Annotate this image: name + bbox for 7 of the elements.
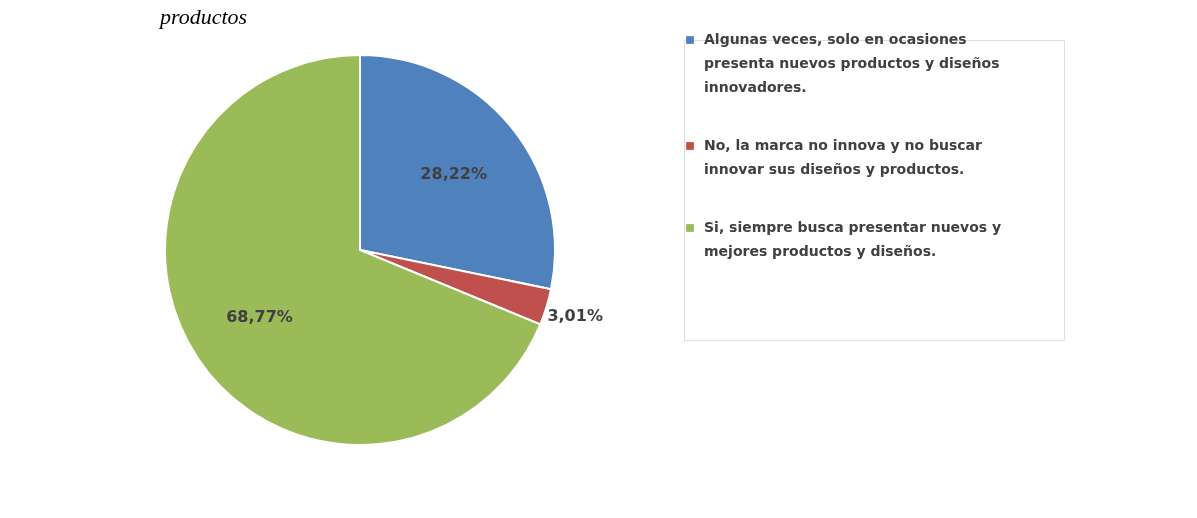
data-label: 3,01% (547, 305, 603, 325)
chart-title: productos (158, 3, 248, 29)
legend-label: No, la marca no innova y no buscar innovar sus diseños y productos. (704, 137, 982, 177)
data-label: 68,77% (226, 307, 293, 327)
legend-label: Si, siempre busca presentar nuevos y mejores productos y diseños. (704, 219, 1002, 259)
data-label: 28,22% (420, 163, 488, 183)
legend-label: Algunas veces, solo en ocasiones presenta nuevos productos y diseños innovadores. (704, 31, 1000, 95)
